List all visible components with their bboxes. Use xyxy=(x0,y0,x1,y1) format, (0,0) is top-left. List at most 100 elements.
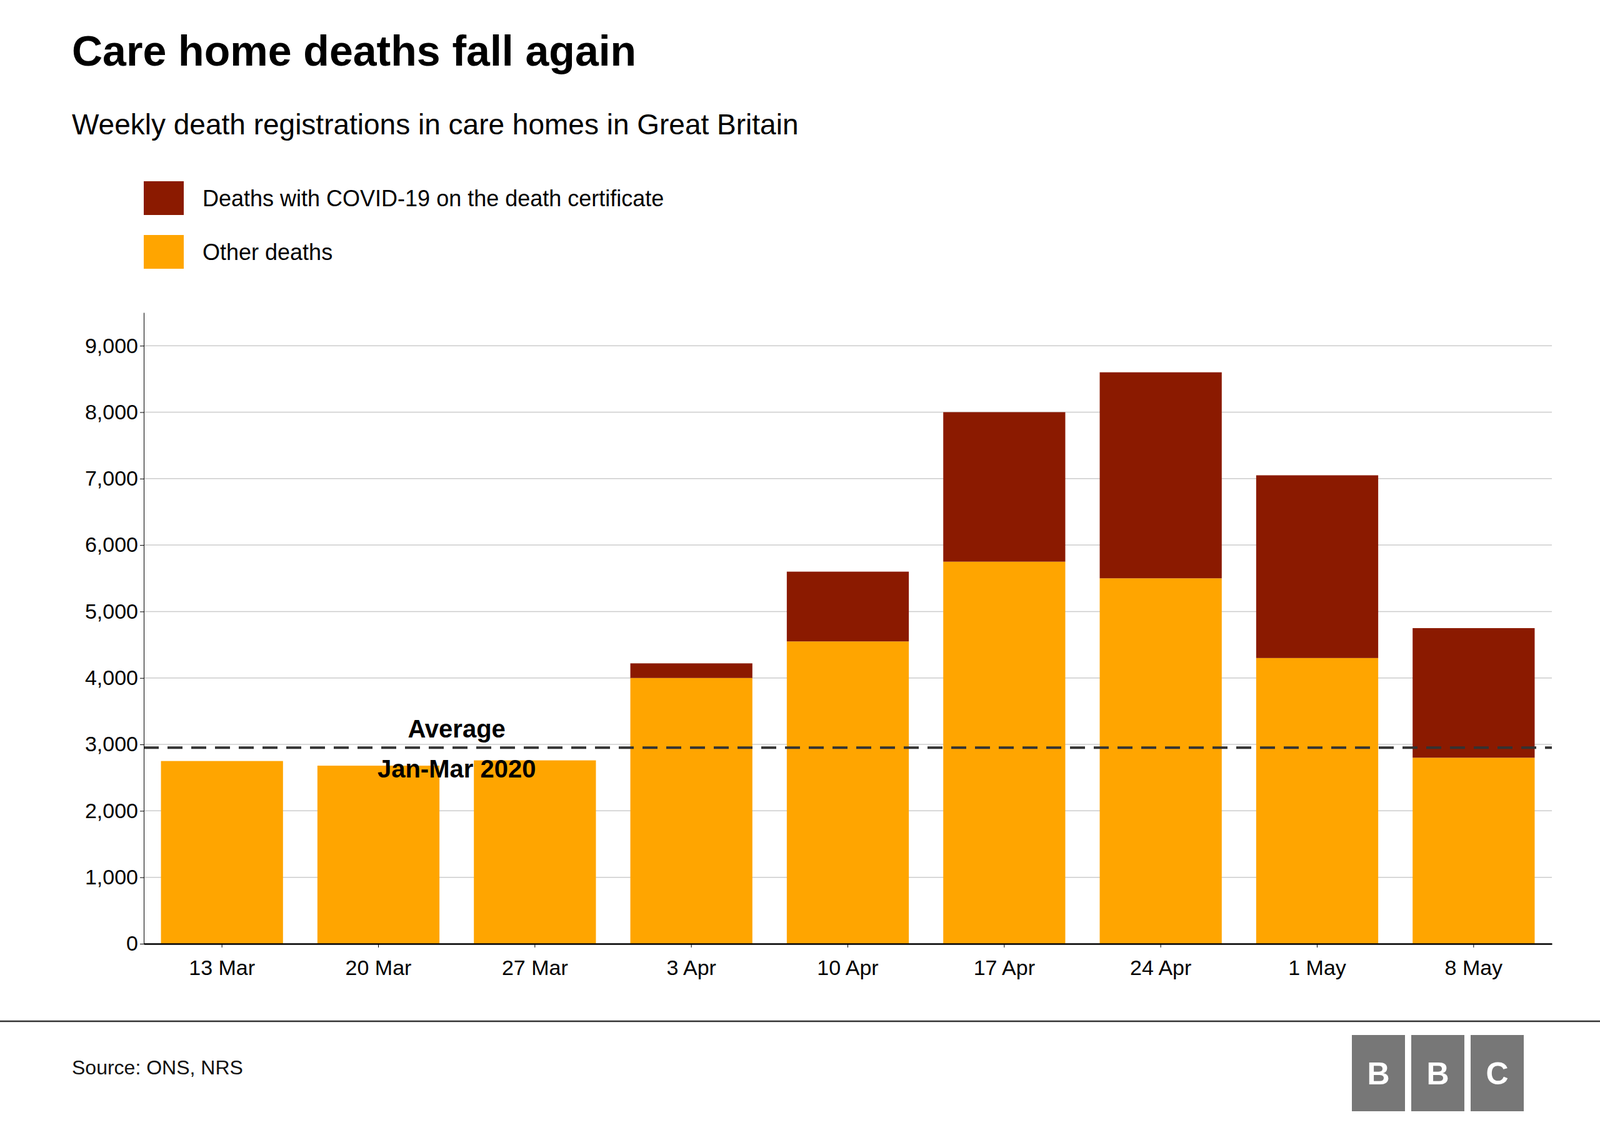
x-tick-mark xyxy=(1003,943,1005,948)
logo: BBC xyxy=(1351,1035,1524,1112)
y-tick-label: 5,000 xyxy=(85,599,139,624)
x-tick-mark xyxy=(534,943,535,948)
annotation: Average xyxy=(407,715,505,743)
y-tick-mark xyxy=(140,943,144,945)
title: Care home deaths fall again xyxy=(71,26,637,75)
y-tick-label: 7,000 xyxy=(85,466,139,490)
y-tick: 8,000 xyxy=(85,400,144,424)
bar xyxy=(630,678,753,944)
logo-box xyxy=(1411,1035,1465,1112)
legend-swatch xyxy=(143,235,184,269)
x-tick: 3 Apr xyxy=(666,943,716,980)
annotation: Jan-Mar 2020 xyxy=(377,755,536,783)
y-tick-label: 1,000 xyxy=(85,865,139,889)
bar xyxy=(943,561,1065,944)
x-tick: 1 May xyxy=(1288,943,1347,980)
plot: Average Jan-Mar 2020 0 1,000 2,000 3,000 4,000… xyxy=(85,313,1553,980)
y-tick: 2,000 xyxy=(85,798,144,823)
x-tick-mark xyxy=(221,943,223,948)
grid-line xyxy=(143,345,1552,347)
x-tick: 27 Mar xyxy=(501,943,569,980)
legend-swatch xyxy=(143,181,184,215)
bar xyxy=(161,760,284,762)
logo-letter: B xyxy=(1426,1056,1449,1092)
y-tick-mark xyxy=(140,611,144,612)
x-tick-label: 17 Apr xyxy=(973,955,1035,980)
y-tick-label: 6,000 xyxy=(85,532,139,557)
legend-label: Other deaths xyxy=(202,239,333,265)
y-tick-mark xyxy=(140,877,144,879)
annotations: Average Jan-Mar 2020 xyxy=(377,715,536,783)
grid xyxy=(143,345,1552,944)
logo-box xyxy=(1351,1035,1405,1112)
chart: Care home deaths fall again Weekly death … xyxy=(0,0,1600,1125)
legend-item: Deaths with COVID-19 on the death certif… xyxy=(143,181,664,215)
x-tick-label: 24 Apr xyxy=(1130,955,1192,980)
y-tick-mark xyxy=(140,411,144,413)
y-tick: 5,000 xyxy=(85,599,144,624)
x-tick-label: 20 Mar xyxy=(345,955,412,980)
y-tick-mark xyxy=(140,345,144,347)
x-tick-label: 13 Mar xyxy=(188,955,255,980)
x-tick-mark xyxy=(378,943,379,948)
x-tick-mark xyxy=(1473,943,1474,948)
bar xyxy=(161,761,284,944)
bar xyxy=(1100,372,1222,579)
x-tick-label: 8 May xyxy=(1445,955,1504,980)
x-tick-label: 1 May xyxy=(1288,955,1347,980)
y-tick-label: 9,000 xyxy=(85,333,139,358)
x-tick: 8 May xyxy=(1445,943,1504,980)
logo-box xyxy=(1470,1035,1524,1112)
y-tick: 9,000 xyxy=(85,333,144,358)
x-tick-mark xyxy=(1316,943,1318,948)
bar xyxy=(630,663,753,678)
grid-line xyxy=(143,411,1552,414)
bar xyxy=(1256,475,1379,658)
y-axis-line xyxy=(143,313,145,945)
y-tick: 1,000 xyxy=(85,865,144,889)
bar xyxy=(1256,658,1379,944)
y-tick-mark xyxy=(140,678,144,679)
subtitle: Weekly death registrations in care homes… xyxy=(71,108,799,141)
legend-item: Other deaths xyxy=(143,235,333,269)
logo-letter: B xyxy=(1366,1056,1390,1092)
average-line xyxy=(143,746,1552,749)
y-tick-mark xyxy=(140,545,144,546)
y-tick-label: 0 xyxy=(126,931,139,955)
x-tick: 20 Mar xyxy=(345,943,412,980)
y-tick: 0 xyxy=(126,931,144,955)
y-tick-label: 2,000 xyxy=(85,798,139,823)
y-axis: 0 1,000 2,000 3,000 4,000 5,000 6,000 7,000 8,00… xyxy=(85,313,145,956)
logo-letter: C xyxy=(1485,1056,1509,1092)
y-tick-mark xyxy=(140,744,144,745)
y-tick-label: 3,000 xyxy=(85,731,139,756)
bar xyxy=(1412,628,1535,758)
y-tick-label: 8,000 xyxy=(85,400,139,424)
x-tick-label: 3 Apr xyxy=(666,955,716,980)
x-tick-label: 10 Apr xyxy=(816,955,879,980)
bar-series xyxy=(630,372,1535,759)
x-axis: 13 Mar 20 Mar 27 Mar 3 Apr 10 Apr 17 Apr 24 Ap… xyxy=(144,943,1553,980)
legend: Deaths with COVID-19 on the death certif… xyxy=(143,181,664,269)
x-tick: 24 Apr xyxy=(1130,943,1192,980)
marks xyxy=(143,372,1552,944)
background xyxy=(0,0,1600,1125)
y-tick: 6,000 xyxy=(85,532,144,557)
bar xyxy=(786,641,909,944)
y-tick: 4,000 xyxy=(85,665,144,690)
y-tick: 7,000 xyxy=(85,466,144,490)
x-tick-mark xyxy=(1160,943,1162,948)
bar xyxy=(943,411,1065,562)
x-tick: 17 Apr xyxy=(973,943,1035,980)
x-tick-mark xyxy=(691,943,692,948)
x-tick: 10 Apr xyxy=(816,943,879,980)
separator xyxy=(0,1020,1600,1023)
y-tick-mark xyxy=(140,478,144,480)
x-tick-mark xyxy=(847,943,849,948)
legend-label: Deaths with COVID-19 on the death certif… xyxy=(202,185,664,212)
bar xyxy=(473,760,596,944)
bar xyxy=(317,765,440,944)
x-tick-label: 27 Mar xyxy=(501,955,569,980)
y-tick-mark xyxy=(140,810,144,812)
source: Source: ONS, NRS xyxy=(71,1056,244,1079)
